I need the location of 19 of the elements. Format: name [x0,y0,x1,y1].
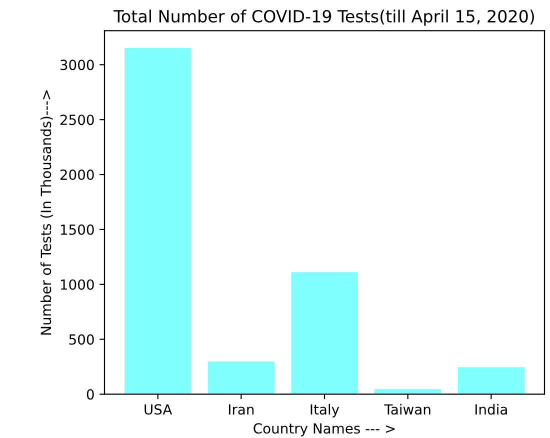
x-tick-label: Italy [310,404,340,418]
y-tick-label: 1500 [60,224,94,235]
y-tick-label: 3000 [60,60,94,70]
bar [208,361,274,394]
x-tick-label: Iran [228,404,254,415]
x-tick-label: USA [144,404,172,415]
y-tick-label: 2000 [60,170,94,180]
x-tick-label: Taiwan [384,404,430,415]
bar [291,272,358,394]
bar [124,48,192,394]
chart-title: Total Number of COVID-19 Tests(till April 15, 2020) [114,10,534,26]
y-axis-title: Number of Tests (In Thousands)---> [40,90,53,335]
y-tick-label: 1000 [60,279,94,290]
y-tick-label: 500 [69,334,94,345]
x-axis-title: Country Names --- > [254,423,395,436]
y-tick-label: 2500 [60,114,94,126]
y-tick-label: 0 [86,389,94,400]
x-tick-label: India [475,404,507,415]
bar [458,367,524,394]
